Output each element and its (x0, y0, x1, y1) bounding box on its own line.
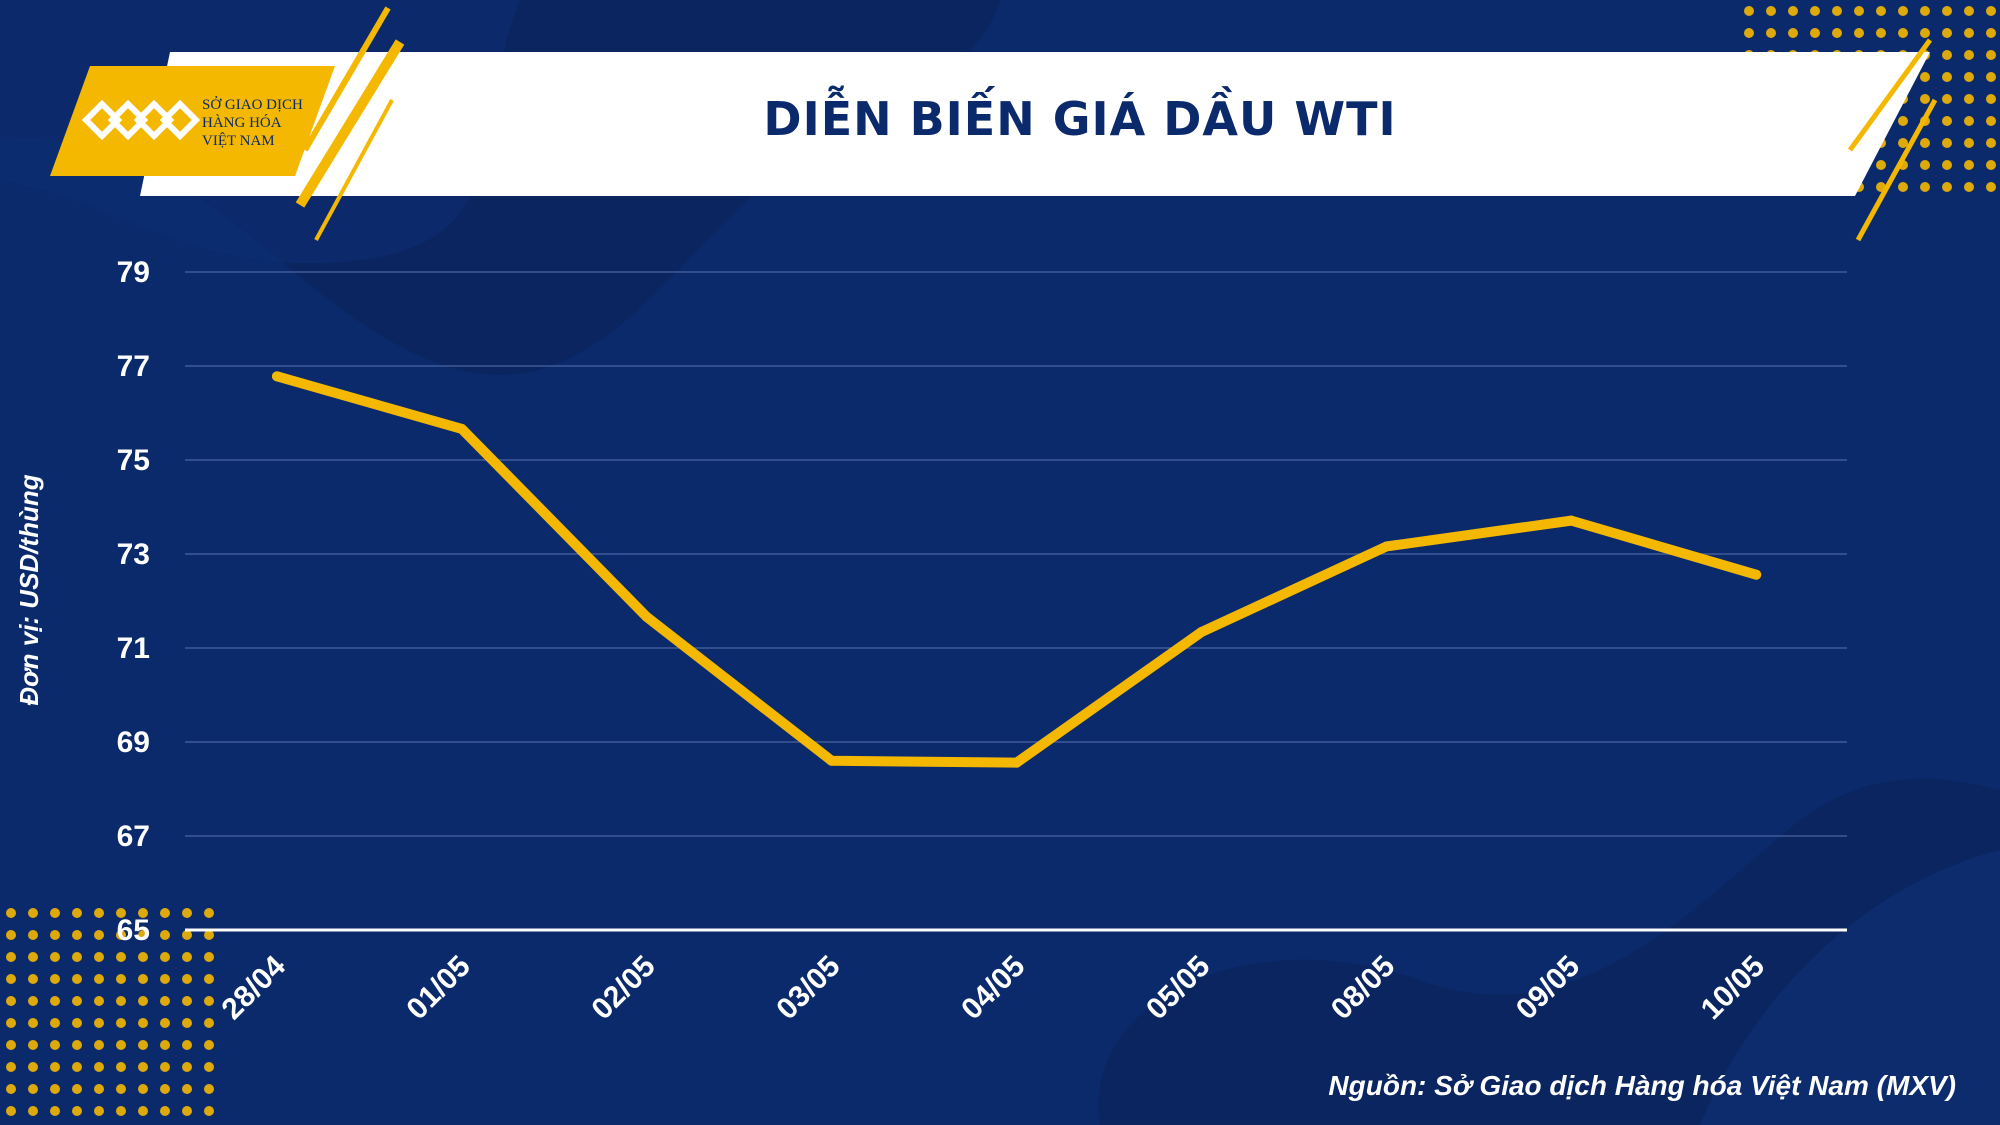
series-line (272, 371, 1762, 768)
y-tick-label: 79 (117, 256, 150, 289)
y-tick-label: 75 (117, 444, 150, 477)
x-tick-label: 02/05 (585, 950, 661, 1026)
source-note: Nguồn: Sở Giao dịch Hàng hóa Việt Nam (M… (1328, 1070, 1956, 1101)
logo-line-3: VIỆT NAM (202, 133, 275, 149)
data-point (1196, 627, 1207, 638)
y-tick-label: 65 (117, 914, 150, 947)
data-point (272, 371, 282, 382)
logo-text: SỞ GIAO DỊCH HÀNG HÓA VIỆT NAM (202, 96, 322, 150)
x-tick-label: 28/04 (216, 949, 293, 1026)
x-tick-label: 09/05 (1510, 950, 1586, 1026)
y-tick-label: 77 (117, 350, 150, 383)
data-point (1566, 515, 1577, 526)
data-point (456, 423, 467, 434)
title-banner (50, 6, 1938, 242)
y-tick-label: 69 (117, 726, 150, 759)
y-tick-label: 71 (117, 632, 150, 665)
x-tick-label: 05/05 (1140, 950, 1216, 1026)
logo-line-2: HÀNG HÓA (202, 115, 282, 131)
x-tick-label: 01/05 (400, 950, 476, 1026)
data-point (1381, 541, 1392, 552)
x-tick-label: 04/05 (955, 950, 1031, 1026)
x-tick-label: 03/05 (770, 950, 846, 1026)
chart-title: DIỄN BIẾN GIÁ DẦU WTI (763, 92, 1397, 146)
data-point (826, 755, 837, 766)
data-point (641, 611, 652, 622)
y-tick-label: 67 (117, 820, 150, 853)
data-point (1011, 757, 1022, 768)
x-tick-label: 10/05 (1695, 950, 1771, 1026)
data-point (1751, 569, 1762, 580)
logo-mark (81, 99, 201, 141)
x-tick-label: 08/05 (1325, 950, 1401, 1026)
y-tick-label: 73 (117, 538, 150, 571)
logo-line-1: SỞ GIAO DỊCH (202, 97, 303, 113)
